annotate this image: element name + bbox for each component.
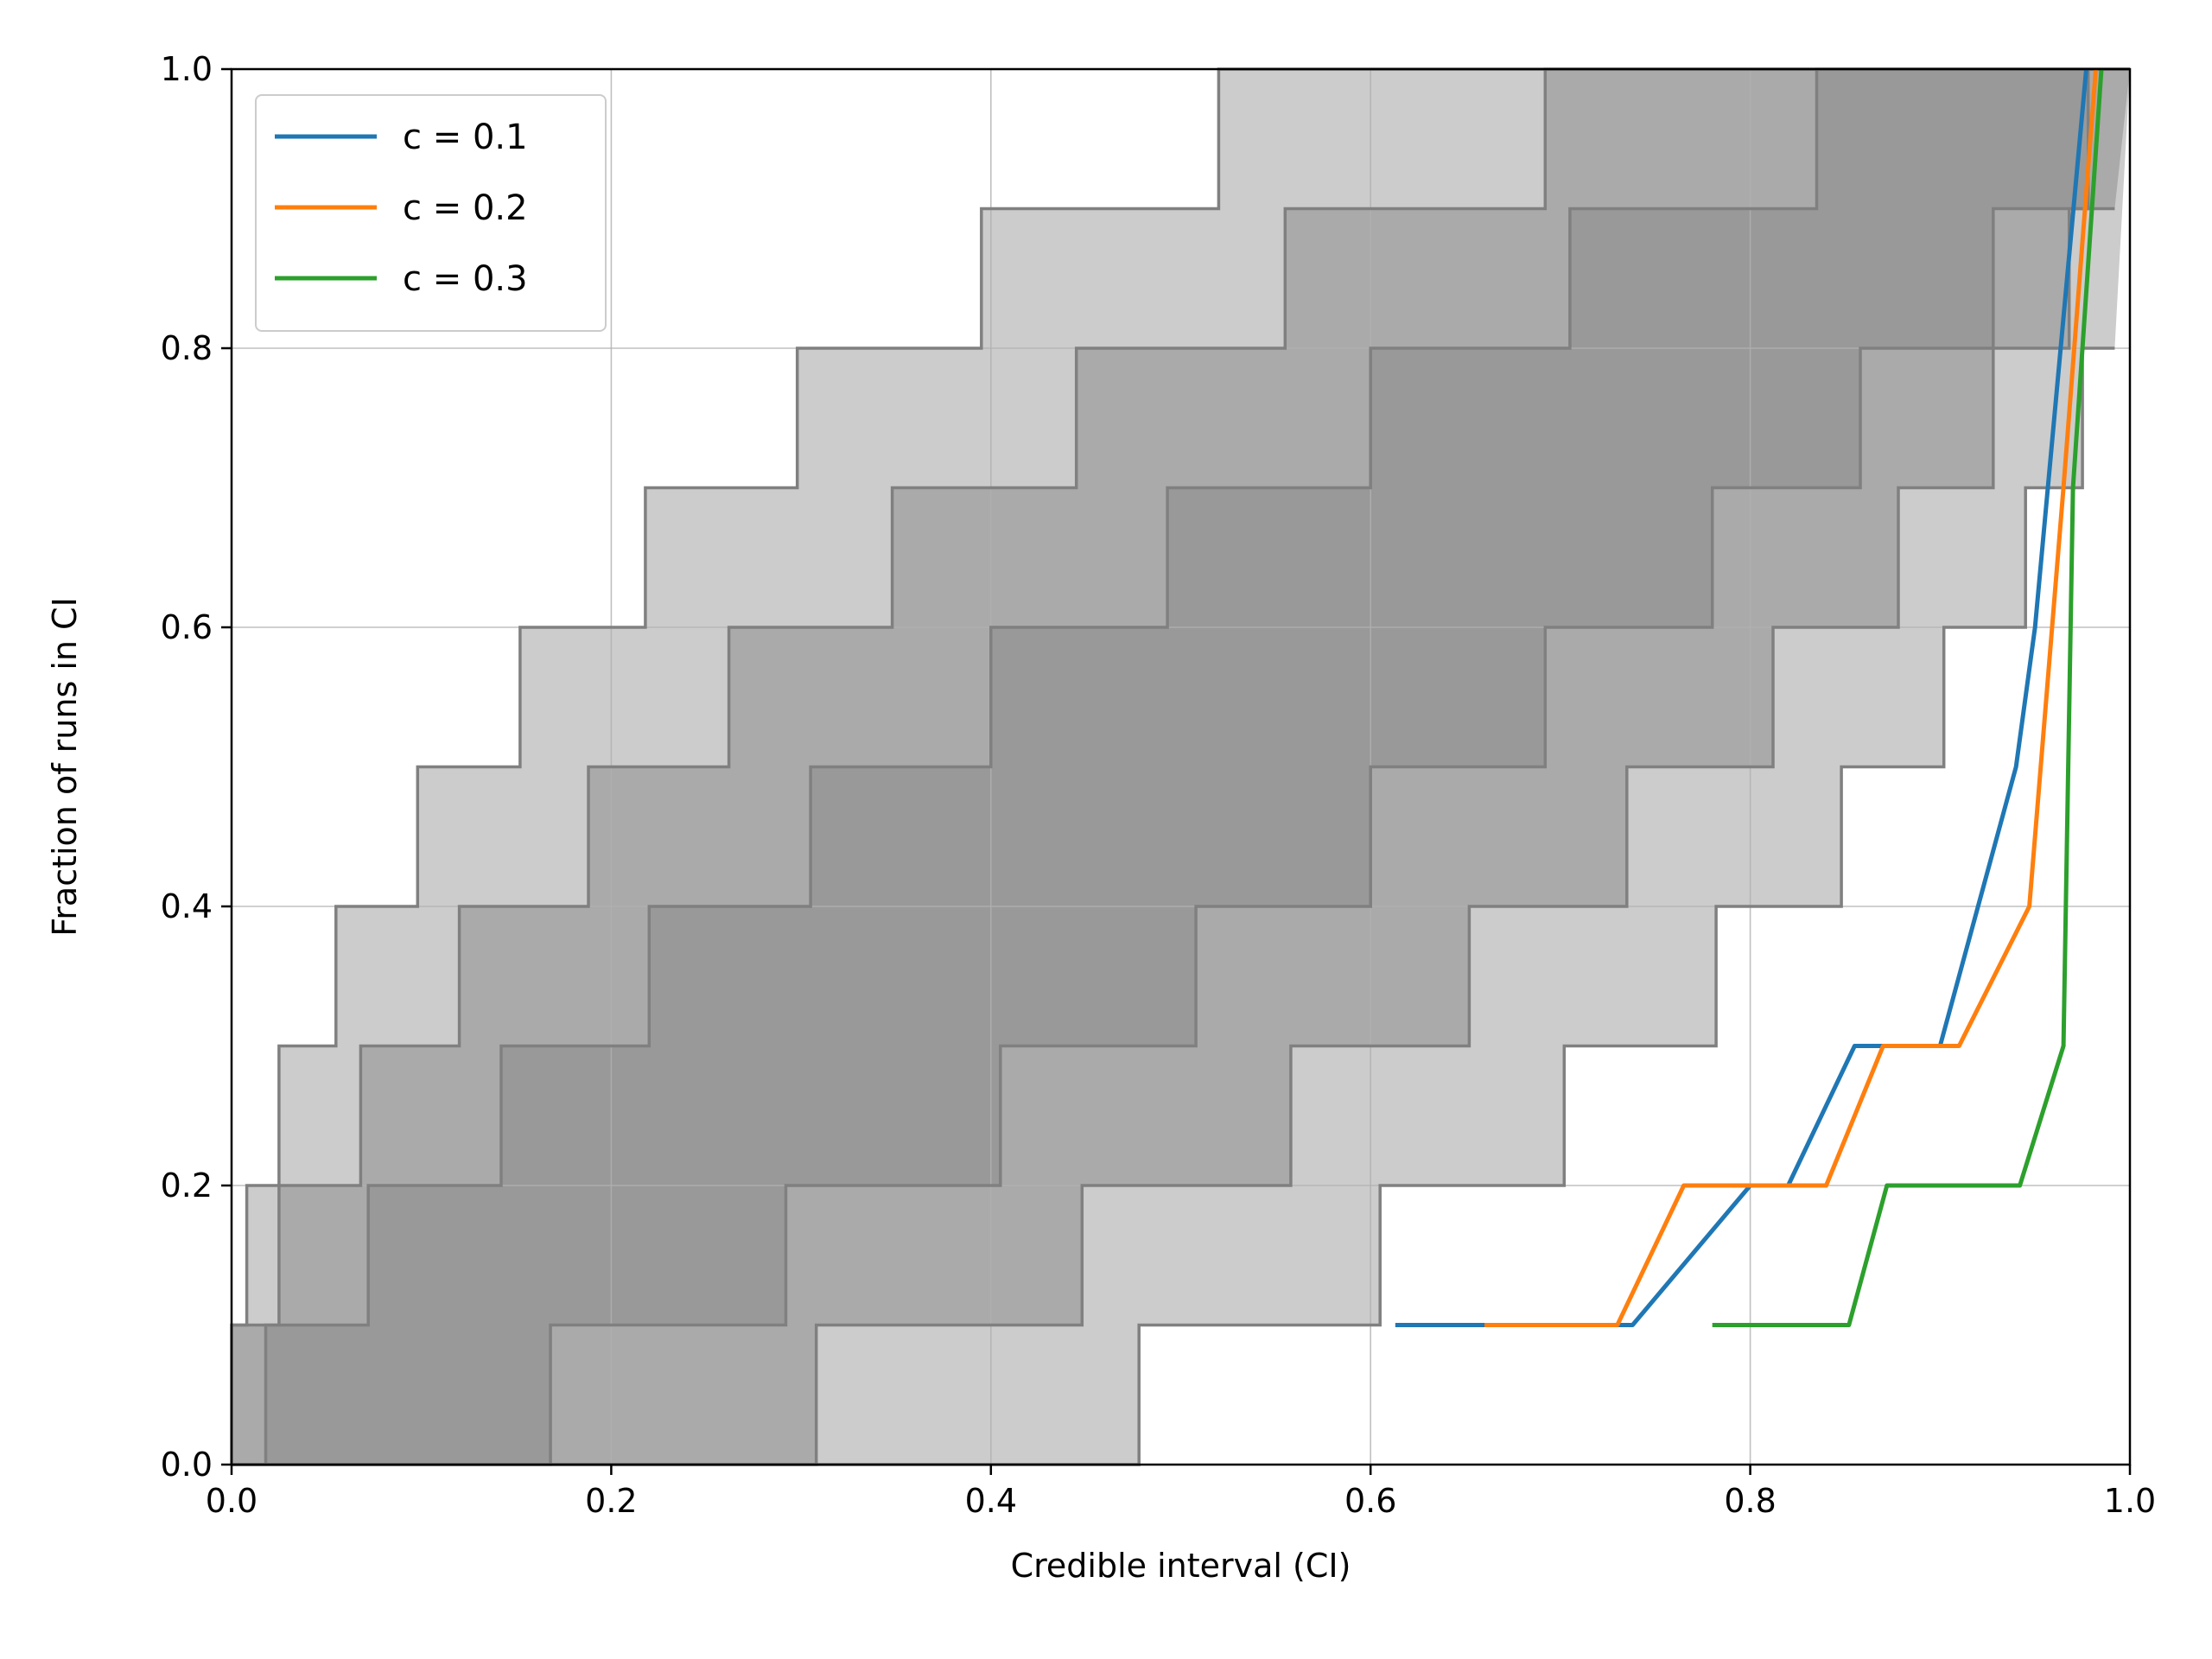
credible-bands	[232, 69, 2130, 1465]
y-tick-label: 0.0	[161, 1446, 213, 1484]
band-outlines	[230, 67, 2130, 1466]
y-tick-label: 0.6	[161, 608, 213, 646]
x-axis-label: Credible interval (CI)	[1011, 1547, 1351, 1585]
y-axis-label: Fraction of runs in CI	[46, 597, 84, 937]
y-tick-label: 0.8	[161, 329, 213, 367]
x-tick-label: 0.6	[1344, 1482, 1396, 1520]
band-inner-lower-edge	[232, 69, 2090, 1466]
series-line-1	[1395, 68, 2088, 1327]
band-outer-upper-edge	[232, 67, 2130, 1327]
y-tick-label: 1.0	[161, 50, 213, 88]
x-tick-label: 1.0	[2104, 1482, 2156, 1520]
legend-label-3: c = 0.3	[403, 259, 528, 299]
band-inner-upper-edge	[232, 67, 2130, 1466]
x-tick-label: 0.4	[965, 1482, 1017, 1520]
series-lines	[1395, 68, 2104, 1327]
legend-label-2: c = 0.2	[403, 188, 528, 228]
legend-box	[255, 94, 607, 332]
y-tick-label: 0.4	[161, 887, 213, 925]
legend: c = 0.1 c = 0.2 c = 0.3	[255, 94, 607, 332]
y-tick-label: 0.2	[161, 1166, 213, 1205]
series-line-2	[1484, 68, 2098, 1327]
band-middle-lower-edge	[232, 207, 2115, 1466]
x-tick-label: 0.8	[1724, 1482, 1776, 1520]
x-tick-label: 0.2	[585, 1482, 637, 1520]
legend-label-1: c = 0.1	[403, 118, 528, 157]
axis-ticks: 0.0 0.2 0.4 0.6 0.8 1.0 0.0 0.2 0.4 0.6 0.8 1.0	[161, 50, 2157, 1520]
x-tick-label: 0.0	[206, 1482, 257, 1520]
series-line-3	[1712, 68, 2104, 1327]
band-outer-lower-edge	[232, 346, 2115, 1466]
band-inner	[232, 69, 2130, 1465]
plot-frame	[230, 67, 2132, 1466]
band-middle-upper-edge	[230, 67, 2130, 1465]
